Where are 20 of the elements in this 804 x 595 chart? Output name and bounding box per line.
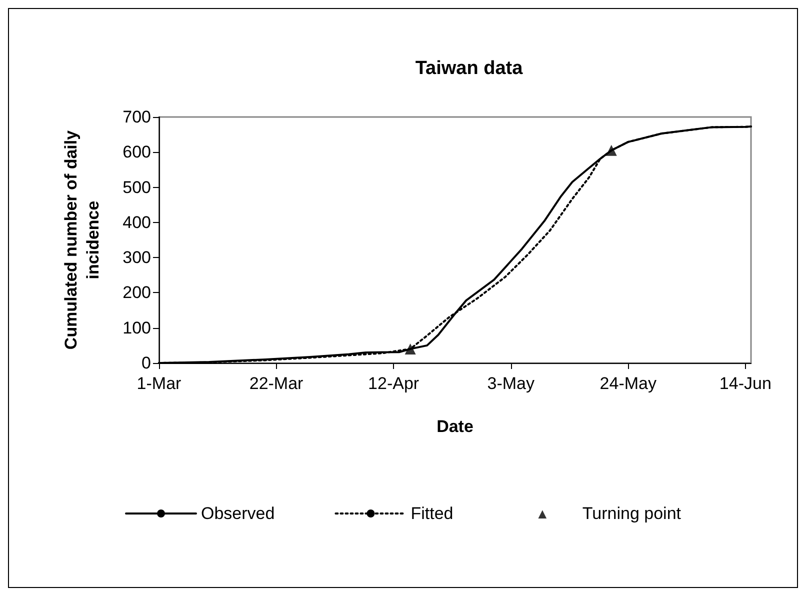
y-tick-label: 700 [122, 108, 151, 126]
legend-label: Observed [201, 504, 275, 523]
legend-label: Fitted [410, 504, 454, 523]
y-tick-label: 400 [122, 212, 151, 232]
x-tick-label: 24-May [600, 374, 657, 393]
x-tick-label: 12-Apr [368, 374, 420, 393]
y-tick-label: 200 [122, 283, 151, 302]
y-tick-label: 300 [122, 248, 151, 268]
y-tick-label: 100 [122, 318, 151, 338]
chart-title: Taiwan data [415, 58, 524, 79]
y-tick-label: 0 [142, 354, 151, 372]
x-tick-label: 22-Mar [249, 374, 304, 393]
y-tick-label: 600 [122, 142, 151, 162]
legend-label: Turning point [582, 504, 682, 523]
x-tick-label: 3-May [487, 374, 535, 393]
y-axis-title: Cumulated number of daily incidence [62, 130, 102, 350]
y-tick-label: 500 [122, 178, 151, 197]
x-tick-label: 14-Jun [719, 374, 772, 393]
x-tick-label: 1-Mar [136, 374, 182, 393]
x-axis-title: Date [436, 417, 474, 436]
